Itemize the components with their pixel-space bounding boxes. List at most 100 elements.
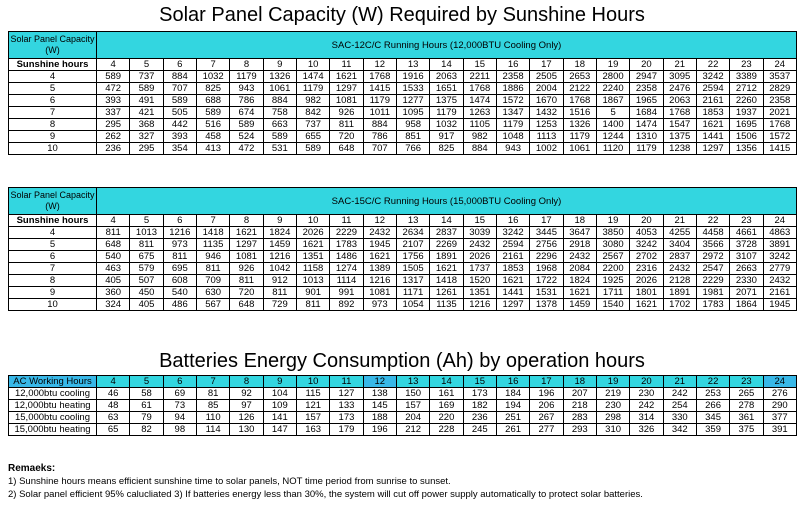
hour-header-cell: 21 <box>662 58 697 71</box>
hour-header-cell: 21 <box>662 375 697 388</box>
table-cell: 1216 <box>162 226 197 239</box>
table-cell: 1013 <box>295 274 331 287</box>
table-cell: 2779 <box>762 262 798 275</box>
table-cell: 242 <box>629 399 664 412</box>
table-cell: 589 <box>229 118 264 131</box>
table-cell: 884 <box>262 94 297 107</box>
hour-header-cell: 12 <box>362 58 397 71</box>
table-cell: 114 <box>195 423 231 436</box>
table-cell: 707 <box>162 82 197 95</box>
table-cell: 345 <box>695 411 731 424</box>
hour-header-cell: 17 <box>529 58 564 71</box>
table-cell: 884 <box>362 118 397 131</box>
table-cell: 1179 <box>629 142 664 155</box>
table-cell: 589 <box>262 130 297 143</box>
table-cell: 973 <box>162 238 197 251</box>
table-cell: 359 <box>695 423 731 436</box>
table-row: 4 589 737 884 1032 1179 1326 1474 1621 1768 1916 20… <box>8 70 798 83</box>
table-cell: 1533 <box>395 82 431 95</box>
table-cell: 1389 <box>362 262 397 275</box>
table-cell: 1310 <box>629 130 664 143</box>
table-cell: 709 <box>195 274 231 287</box>
table-cell: 314 <box>629 411 664 424</box>
table-cell: 283 <box>562 411 597 424</box>
table-cell: 92 <box>229 387 264 400</box>
table-cell: 1216 <box>462 298 497 311</box>
table-cell: 206 <box>529 399 564 412</box>
table-cell: 110 <box>195 411 231 424</box>
table-cell: 196 <box>362 423 397 436</box>
table-cell: 1768 <box>362 70 397 83</box>
table-cell: 648 <box>95 238 131 251</box>
table-cell: 1459 <box>562 298 597 311</box>
row-label: 8 <box>8 118 97 131</box>
table-cell: 589 <box>129 82 164 95</box>
table-cell: 943 <box>495 142 531 155</box>
row-label: 12,000btu heating <box>8 399 97 412</box>
table-cell: 507 <box>129 274 164 287</box>
table-cell: 648 <box>329 142 364 155</box>
sunshine-hours-label: Sunshine hours <box>8 214 97 227</box>
table-row: 12,000btu cooling 46 58 69 81 92 104 115 127 138 1… <box>8 387 798 400</box>
table-cell: 2296 <box>529 250 564 263</box>
table-cell: 3404 <box>662 238 697 251</box>
table-cell: 413 <box>195 142 231 155</box>
table-cell: 1375 <box>662 130 697 143</box>
table-cell: 811 <box>129 238 164 251</box>
table-row: 4 811 1013 1216 1418 1621 1824 2026 2229 2432 2634… <box>8 226 798 239</box>
table-cell: 472 <box>95 82 131 95</box>
row-label: 5 <box>8 82 97 95</box>
hour-header-cell: 11 <box>329 375 364 388</box>
table-cell: 1032 <box>429 118 464 131</box>
table-cell: 1916 <box>395 70 431 83</box>
table-cell: 161 <box>429 387 464 400</box>
table-cell: 842 <box>295 106 331 119</box>
table-cell: 540 <box>95 250 131 263</box>
table-cell: 1274 <box>329 262 364 275</box>
table-cell: 2567 <box>595 250 631 263</box>
remarks-section: Remaeks: 1) Sunshine hours means efficie… <box>8 462 798 501</box>
table-cell: 265 <box>729 387 764 400</box>
table-cell: 182 <box>462 399 497 412</box>
table-cell: 220 <box>429 411 464 424</box>
table-cell: 579 <box>129 262 164 275</box>
table-cell: 1684 <box>629 106 664 119</box>
row-label: 7 <box>8 262 97 275</box>
table-cell: 1042 <box>262 262 297 275</box>
table-cell: 4863 <box>762 226 798 239</box>
solar-capacity-title: Solar Panel Capacity (W) Required by Sun… <box>159 4 645 26</box>
table-cell: 2200 <box>595 262 631 275</box>
table-cell: 1356 <box>729 142 764 155</box>
table-cell: 1297 <box>495 298 531 311</box>
table-cell: 1400 <box>595 118 631 131</box>
table-cell: 1441 <box>695 130 731 143</box>
table-cell: 2358 <box>495 70 531 83</box>
corner-label: Solar Panel Capacity (W) <box>8 187 97 215</box>
table-cell: 926 <box>329 106 364 119</box>
table-cell: 46 <box>95 387 131 400</box>
table-cell: 1244 <box>595 130 631 143</box>
table-cell: 2837 <box>662 250 697 263</box>
hour-header-cell: 20 <box>629 214 664 227</box>
table-cell: 2712 <box>729 82 764 95</box>
row-label: 12,000btu cooling <box>8 387 97 400</box>
table-cell: 1179 <box>495 118 531 131</box>
table-cell: 2653 <box>562 70 597 83</box>
table-cell: 3850 <box>595 226 631 239</box>
table-cell: 811 <box>195 262 231 275</box>
table-cell: 892 <box>329 298 364 311</box>
table-cell: 458 <box>195 130 231 143</box>
table-cell: 393 <box>162 130 197 143</box>
table-cell: 85 <box>195 399 231 412</box>
table-cell: 1651 <box>429 82 464 95</box>
hour-header-cell: 23 <box>729 58 764 71</box>
hour-header-cell: 4 <box>95 214 131 227</box>
table-cell: 982 <box>295 94 331 107</box>
hour-header-cell: 20 <box>629 375 664 388</box>
table-cell: 4458 <box>695 226 731 239</box>
table-cell: 1824 <box>562 274 597 287</box>
table-cell: 1105 <box>462 118 497 131</box>
table-cell: 1277 <box>395 94 431 107</box>
table-cell: 163 <box>295 423 331 436</box>
table-cell: 219 <box>595 387 631 400</box>
